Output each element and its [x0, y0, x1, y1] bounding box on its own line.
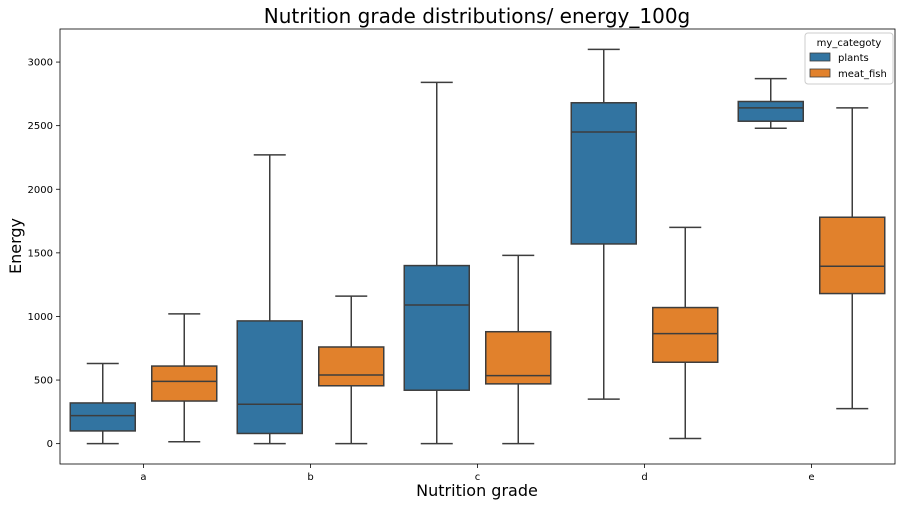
y-tick-label: 1000: [28, 312, 53, 323]
y-tick-label: 1500: [28, 248, 53, 259]
box-plants-b: [236, 154, 303, 445]
iqr-box: [151, 365, 218, 402]
chart-title: Nutrition grade distributions/ energy_10…: [264, 4, 691, 28]
x-tick-label: e: [808, 472, 814, 483]
iqr-box: [737, 100, 804, 122]
x-tick-label: a: [140, 472, 146, 483]
x-tick-label: b: [307, 472, 313, 483]
y-tick-label: 3000: [28, 58, 53, 69]
box-plants-c: [403, 81, 470, 445]
iqr-box: [403, 264, 470, 391]
y-axis-label: Energy: [6, 218, 25, 274]
legend-swatch-plants: [809, 52, 831, 62]
y-tick-label: 500: [34, 376, 53, 387]
plot-area: [69, 48, 886, 445]
box-meat_fish-b: [318, 295, 385, 445]
legend-title: my_categoty: [817, 38, 882, 49]
y-tick-label: 0: [47, 439, 53, 450]
legend-label-meat-fish: meat_fish: [838, 69, 887, 80]
legend: my_categoty plants meat_fish: [804, 32, 894, 85]
iqr-box: [570, 102, 637, 245]
x-tick-label: d: [641, 472, 647, 483]
iqr-box: [652, 306, 719, 363]
box-meat_fish-c: [485, 254, 552, 445]
x-axis-ticks: a b c d e: [140, 464, 815, 483]
box-plants-d: [570, 48, 637, 400]
iqr-box: [318, 346, 385, 387]
iqr-box: [236, 320, 303, 435]
box-meat_fish-d: [652, 226, 719, 440]
iqr-box: [69, 402, 136, 432]
iqr-box: [819, 216, 886, 295]
legend-label-plants: plants: [838, 53, 869, 64]
x-axis-label: Nutrition grade: [416, 481, 538, 500]
x-tick-label: c: [475, 472, 481, 483]
box-plants-a: [69, 362, 136, 445]
y-tick-label: 2500: [28, 121, 53, 132]
box-meat_fish-e: [819, 107, 886, 410]
box-plants-e: [737, 77, 804, 129]
y-tick-label: 2000: [28, 185, 53, 196]
box-meat_fish-a: [151, 313, 218, 443]
legend-swatch-meat-fish: [809, 68, 831, 78]
y-axis-ticks: 0 500 1000 1500 2000 2500 3000: [28, 58, 60, 450]
